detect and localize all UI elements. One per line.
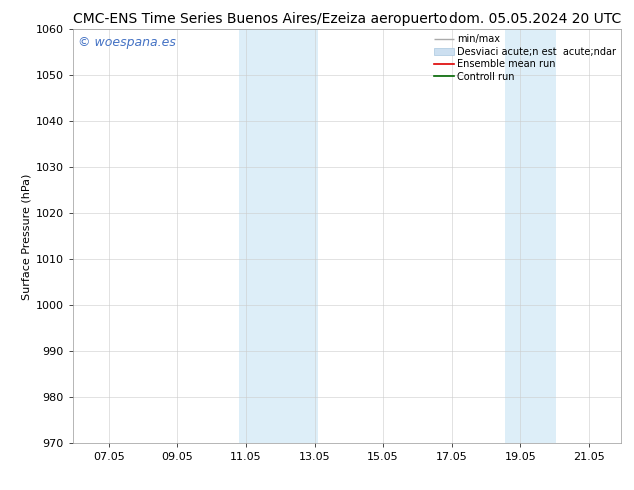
Bar	[239, 29, 318, 443]
Legend: min/max, Desviaci acute;n est  acute;ndar, Ensemble mean run, Controll run: min/max, Desviaci acute;n est acute;ndar…	[431, 31, 619, 84]
Y-axis label: Surface Pressure (hPa): Surface Pressure (hPa)	[22, 173, 32, 299]
Text: CMC-ENS Time Series Buenos Aires/Ezeiza aeropuerto: CMC-ENS Time Series Buenos Aires/Ezeiza …	[73, 12, 448, 26]
Text: dom. 05.05.2024 20 UTC: dom. 05.05.2024 20 UTC	[449, 12, 621, 26]
Text: © woespana.es: © woespana.es	[79, 36, 176, 49]
Bar	[505, 29, 556, 443]
